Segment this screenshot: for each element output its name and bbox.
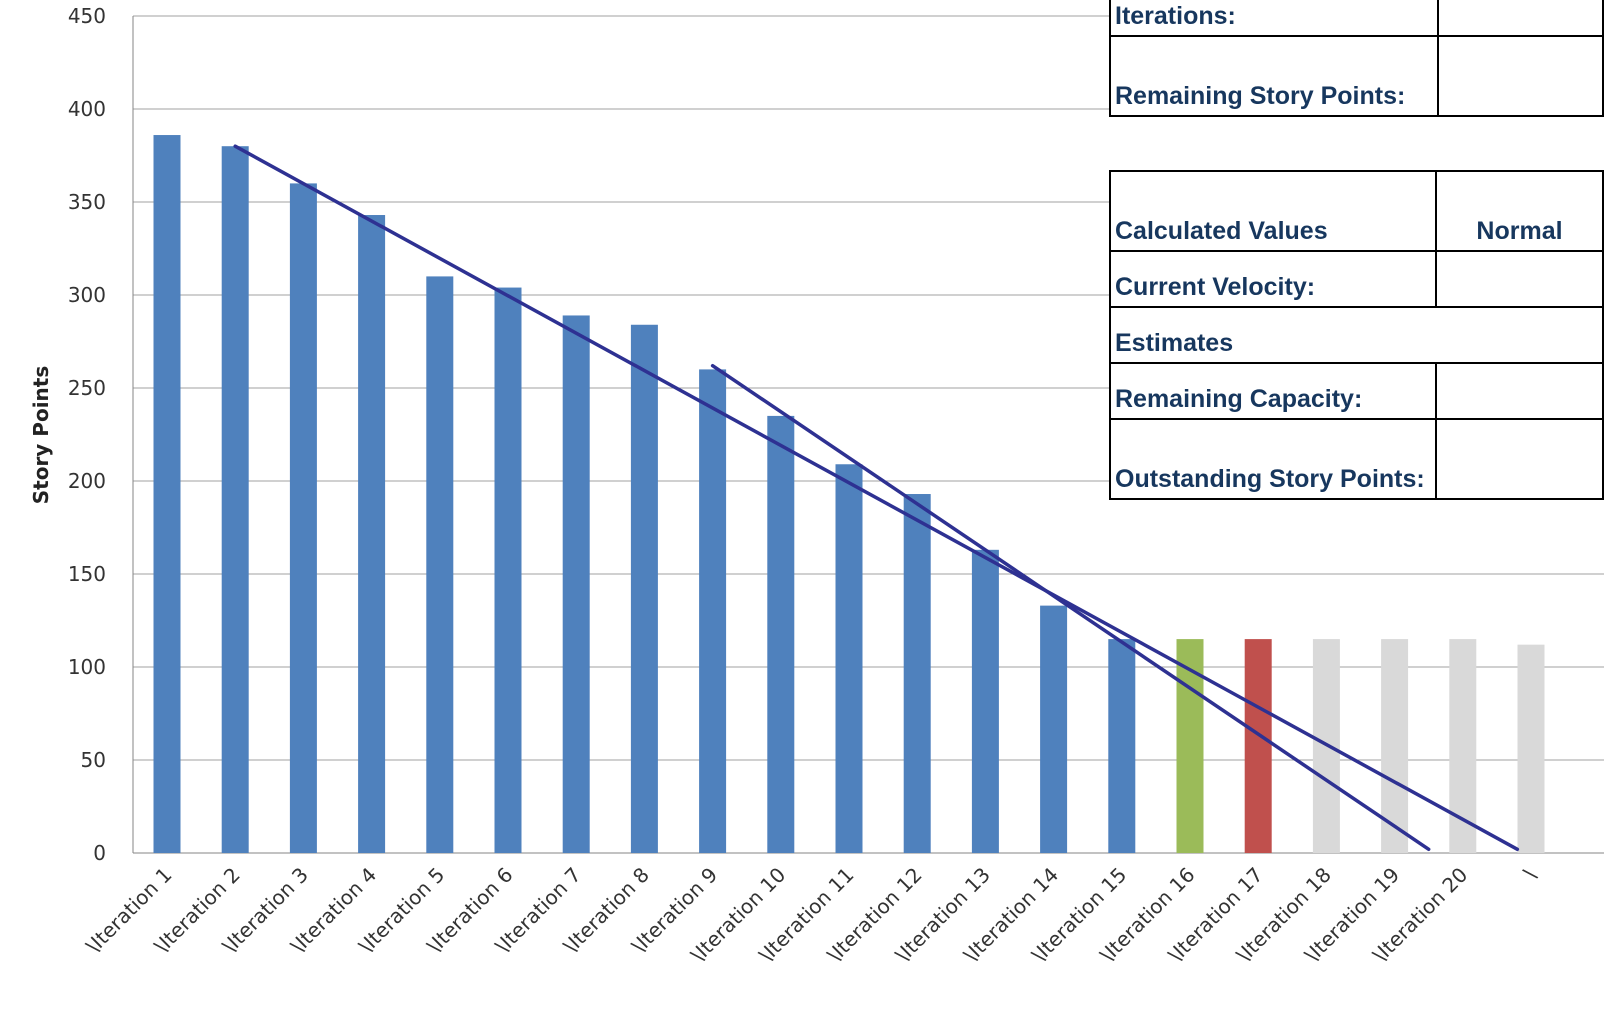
y-tick-label: 400 [68, 97, 106, 121]
y-tick-label: 150 [68, 562, 106, 586]
x-tick-label: \ [1519, 862, 1541, 884]
outstanding-story-points-value [1434, 418, 1604, 500]
bar [835, 464, 863, 853]
bar [153, 135, 181, 854]
bar [1381, 639, 1409, 853]
outstanding-story-points-label: Outstanding Story Points: [1109, 418, 1437, 500]
calculated-values-table: Calculated Values Normal Current Velocit… [1109, 170, 1604, 500]
bar [358, 215, 386, 853]
table-row: Calculated Values Normal [1109, 170, 1604, 252]
trend-line [710, 363, 1431, 852]
table-row: Current Velocity: [1109, 250, 1604, 308]
bar [289, 183, 317, 853]
bar [1108, 639, 1136, 853]
y-tick-label: 200 [68, 469, 106, 493]
y-axis-title: Story Points [29, 366, 53, 505]
trend-line [233, 144, 1520, 852]
trend-lines [233, 144, 1520, 852]
iterations-label: Iterations: [1109, 0, 1439, 37]
normal-column-header: Normal [1434, 170, 1604, 252]
bar [1449, 639, 1477, 853]
y-tick-label: 300 [68, 283, 106, 307]
bar [1517, 644, 1545, 853]
bar [767, 415, 795, 853]
remaining-story-points-label: Remaining Story Points: [1109, 35, 1439, 117]
bar [971, 549, 999, 853]
iterations-value [1436, 0, 1604, 37]
bar [699, 369, 727, 853]
y-tick-label: 350 [68, 190, 106, 214]
bar [426, 276, 454, 853]
table-row: Remaining Story Points: [1109, 35, 1604, 117]
table-row: Iterations: [1109, 0, 1604, 37]
x-tick-labels: \Iteration 1\Iteration 2\Iteration 3\Ite… [81, 862, 1540, 966]
bar [494, 287, 522, 853]
summary-table: Iterations: Remaining Story Points: [1109, 0, 1604, 117]
bar [221, 146, 249, 853]
bars [153, 135, 1545, 854]
bar [903, 494, 931, 853]
bar [562, 315, 590, 854]
bar [630, 324, 658, 853]
current-velocity-value [1434, 250, 1604, 308]
table-row: Estimates [1109, 306, 1604, 364]
y-tick-label: 450 [68, 4, 106, 28]
y-tick-label: 50 [81, 748, 106, 772]
y-tick-label: 100 [68, 655, 106, 679]
current-velocity-label: Current Velocity: [1109, 250, 1437, 308]
bar [1244, 639, 1272, 853]
y-tick-label: 250 [68, 376, 106, 400]
estimates-heading: Estimates [1109, 306, 1604, 364]
table-row: Remaining Capacity: [1109, 362, 1604, 420]
remaining-capacity-value [1434, 362, 1604, 420]
remaining-story-points-value [1436, 35, 1604, 117]
y-tick-labels: 0 50 100 150 200 250 300 350 400 450 [68, 4, 106, 865]
y-tick-label: 0 [93, 841, 106, 865]
remaining-capacity-label: Remaining Capacity: [1109, 362, 1437, 420]
bar [1040, 605, 1068, 853]
table-row: Outstanding Story Points: [1109, 418, 1604, 500]
calculated-values-header: Calculated Values [1109, 170, 1437, 252]
